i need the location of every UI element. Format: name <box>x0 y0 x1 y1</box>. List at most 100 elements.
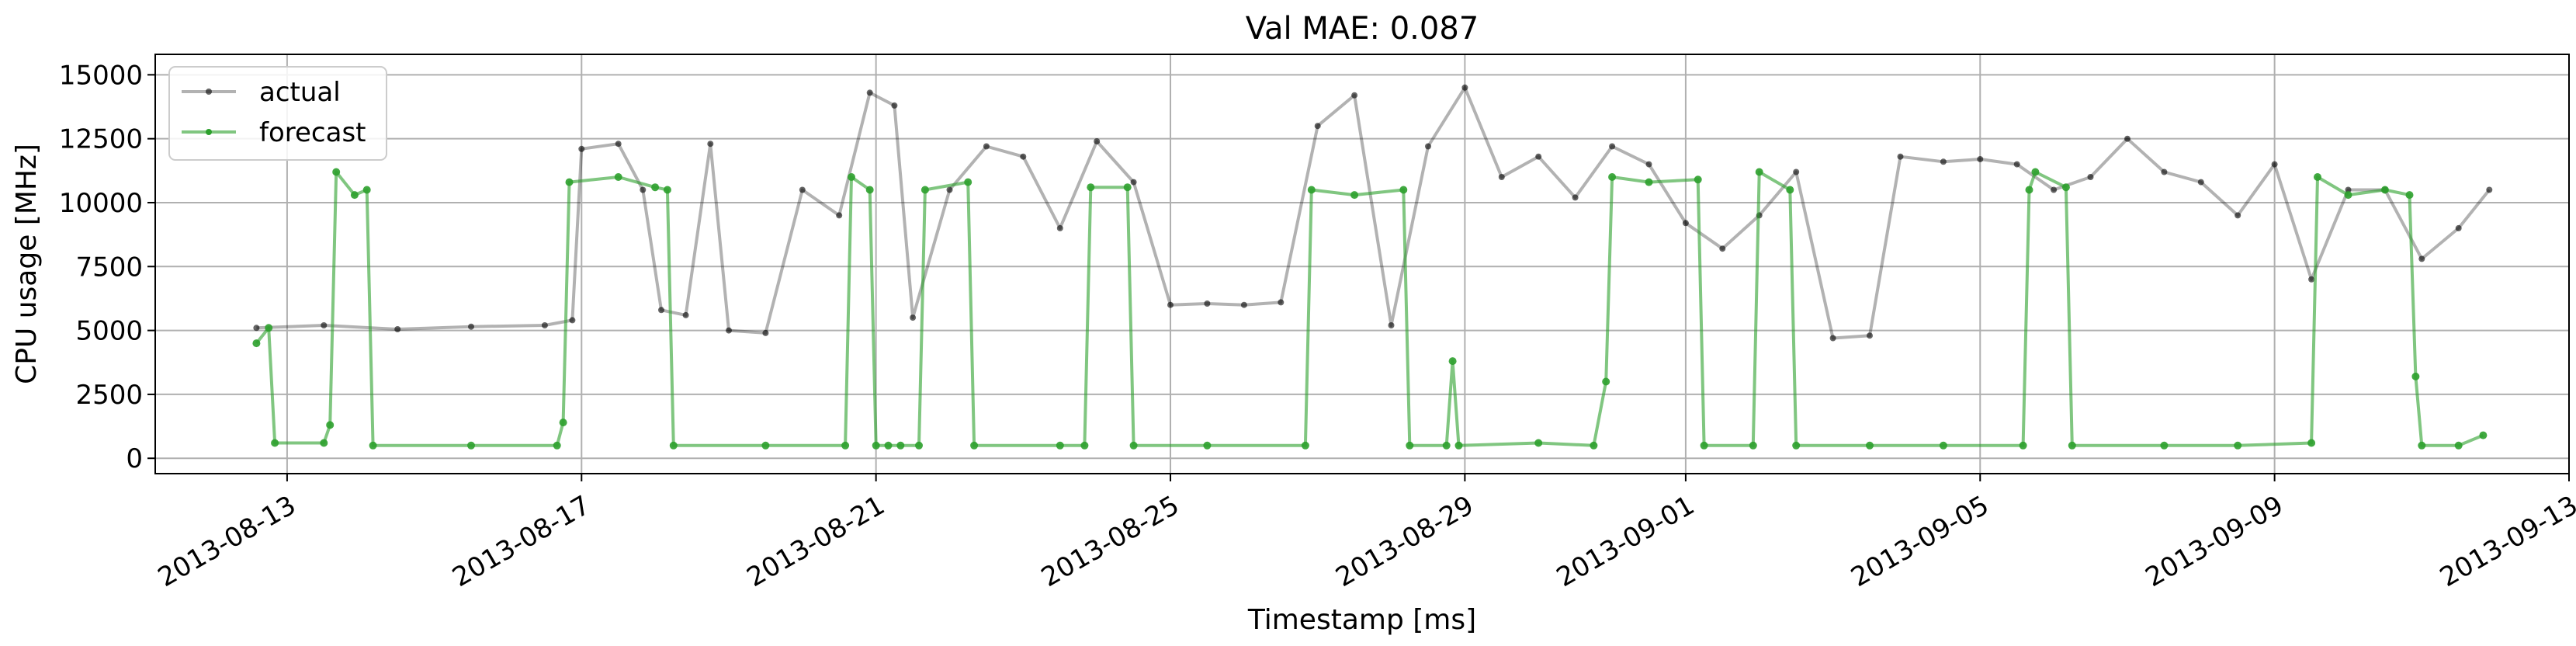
data-point-forecast <box>350 191 359 200</box>
data-point-actual <box>1498 174 1505 180</box>
data-point-forecast <box>920 186 929 194</box>
data-point-actual <box>2124 135 2130 142</box>
data-point-forecast <box>1645 178 1653 186</box>
y-tick-label: 12500 <box>59 124 143 155</box>
data-point-actual <box>866 89 873 96</box>
data-point-forecast <box>915 441 923 450</box>
data-point-forecast <box>2307 439 2316 447</box>
y-tick-label: 7500 <box>75 252 143 283</box>
series-line-actual <box>256 85 2491 340</box>
data-point-actual <box>2345 186 2352 193</box>
data-point-actual <box>2418 255 2425 262</box>
data-point-forecast <box>865 186 874 194</box>
data-point-actual <box>2161 168 2168 175</box>
data-point-actual <box>2013 161 2020 168</box>
data-point-actual <box>1094 138 1101 144</box>
data-point-actual <box>2308 276 2315 283</box>
data-point-forecast <box>1406 441 1414 450</box>
data-point-forecast <box>1080 441 1089 450</box>
data-point-forecast <box>1454 441 1463 450</box>
data-point-forecast <box>651 183 660 192</box>
data-point-actual <box>1130 179 1137 186</box>
data-point-forecast <box>2411 372 2420 380</box>
data-point-forecast <box>2405 191 2414 200</box>
x-axis-label: Timestamp [ms] <box>1247 604 1476 636</box>
data-point-actual <box>1204 300 1211 307</box>
y-tick-label: 5000 <box>75 316 143 347</box>
data-point-actual <box>762 329 769 336</box>
data-point-forecast <box>2068 441 2076 450</box>
legend-marker-forecast <box>206 129 212 135</box>
data-point-forecast <box>1786 186 1794 194</box>
data-point-forecast <box>970 441 979 450</box>
data-point-actual <box>658 307 664 314</box>
y-axis-label: CPU usage [MHz] <box>11 144 43 384</box>
data-point-forecast <box>320 439 328 447</box>
data-point-forecast <box>1602 377 1610 386</box>
data-point-forecast <box>1399 186 1408 194</box>
data-point-actual <box>253 325 260 332</box>
data-point-forecast <box>1442 441 1451 450</box>
legend-label-actual: actual <box>259 77 341 108</box>
data-point-forecast <box>252 339 261 348</box>
data-point-forecast <box>362 186 371 194</box>
plot-frame <box>154 54 2570 474</box>
data-point-forecast <box>1203 441 1212 450</box>
data-point-forecast <box>2479 431 2488 439</box>
data-point-forecast <box>2344 191 2352 200</box>
data-point-actual <box>1388 322 1395 328</box>
data-point-actual <box>1461 84 1468 91</box>
data-point-forecast <box>896 441 905 450</box>
data-point-forecast <box>1590 441 1598 450</box>
data-point-actual <box>707 141 714 148</box>
y-tick-label: 15000 <box>59 60 143 91</box>
data-point-actual <box>799 186 806 193</box>
data-point-forecast <box>614 173 622 181</box>
data-point-forecast <box>559 419 567 427</box>
data-point-actual <box>726 327 732 334</box>
data-point-actual <box>1645 161 1652 168</box>
data-point-forecast <box>1866 441 1874 450</box>
data-point-forecast <box>2234 441 2242 450</box>
data-point-forecast <box>848 173 855 181</box>
data-point-actual <box>1682 220 1689 227</box>
data-point-forecast <box>1307 186 1316 194</box>
data-point-actual <box>2051 186 2058 193</box>
data-point-forecast <box>1792 441 1801 450</box>
data-point-actual <box>1425 143 1431 150</box>
data-point-actual <box>394 326 401 332</box>
data-point-forecast <box>1301 441 1309 450</box>
data-point-actual <box>1940 158 1947 165</box>
data-point-actual <box>910 314 917 321</box>
data-point-actual <box>1278 299 1285 306</box>
data-point-forecast <box>841 441 850 450</box>
data-point-actual <box>2455 224 2462 231</box>
series-group <box>252 84 2493 450</box>
data-point-actual <box>541 322 548 328</box>
data-point-forecast <box>1939 441 1947 450</box>
data-point-forecast <box>2160 441 2169 450</box>
data-point-forecast <box>872 441 880 450</box>
data-point-actual <box>1314 123 1321 130</box>
legend-label-forecast: forecast <box>259 117 366 148</box>
data-point-forecast <box>2314 173 2321 181</box>
data-point-actual <box>836 212 843 219</box>
data-point-forecast <box>553 441 561 450</box>
data-point-actual <box>946 186 953 193</box>
data-point-actual <box>682 311 689 318</box>
data-point-forecast <box>265 324 273 332</box>
data-point-forecast <box>1534 439 1543 447</box>
data-point-forecast <box>884 441 893 450</box>
data-point-forecast <box>271 439 279 447</box>
data-point-forecast <box>2418 441 2426 450</box>
data-point-actual <box>1867 332 1873 339</box>
data-point-actual <box>1351 92 1358 99</box>
data-point-actual <box>1056 224 1063 231</box>
data-point-forecast <box>369 441 377 450</box>
y-tick-label: 10000 <box>59 188 143 219</box>
y-tick-label: 2500 <box>75 380 143 411</box>
data-point-forecast <box>1129 441 1138 450</box>
data-point-actual <box>1535 153 1542 160</box>
